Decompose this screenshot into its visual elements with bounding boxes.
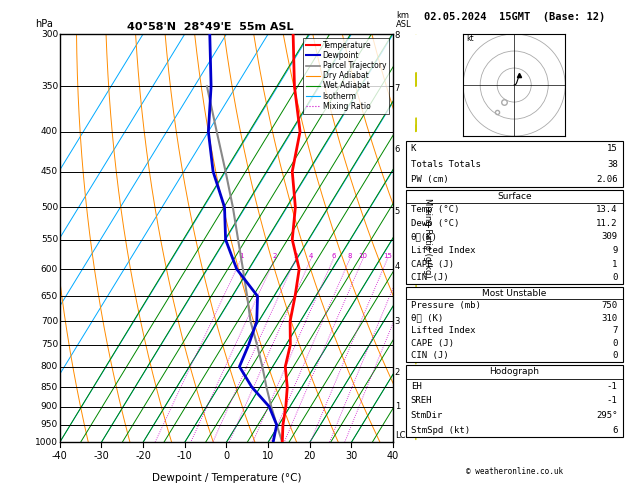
Text: 20: 20 — [401, 253, 410, 259]
Text: SREH: SREH — [411, 397, 432, 405]
Text: 11.2: 11.2 — [596, 219, 618, 228]
Text: Pressure (mb): Pressure (mb) — [411, 301, 481, 310]
Text: 800: 800 — [41, 362, 58, 371]
Text: 10: 10 — [359, 253, 367, 259]
Text: 850: 850 — [41, 382, 58, 392]
Text: 650: 650 — [41, 292, 58, 301]
Text: -30: -30 — [94, 451, 109, 461]
Text: Lifted Index: Lifted Index — [411, 326, 476, 335]
Text: CAPE (J): CAPE (J) — [411, 339, 454, 348]
Text: Dewpoint / Temperature (°C): Dewpoint / Temperature (°C) — [152, 473, 301, 483]
Text: LCL: LCL — [395, 431, 410, 439]
Text: Hodograph: Hodograph — [489, 367, 539, 376]
Text: 400: 400 — [41, 127, 58, 136]
Text: 13.4: 13.4 — [596, 206, 618, 214]
Text: 30: 30 — [345, 451, 357, 461]
Text: 8: 8 — [348, 253, 352, 259]
Text: EH: EH — [411, 382, 421, 391]
Text: 3: 3 — [395, 317, 400, 326]
Text: 1: 1 — [612, 260, 618, 268]
Text: 02.05.2024  15GMT  (Base: 12): 02.05.2024 15GMT (Base: 12) — [423, 12, 605, 22]
Text: 700: 700 — [41, 317, 58, 326]
Text: 5: 5 — [395, 207, 400, 216]
Text: 2: 2 — [273, 253, 277, 259]
Text: 4: 4 — [309, 253, 313, 259]
Text: km
ASL: km ASL — [396, 11, 412, 29]
Text: 4: 4 — [395, 262, 400, 271]
Text: Temp (°C): Temp (°C) — [411, 206, 459, 214]
Text: -20: -20 — [135, 451, 151, 461]
Text: CIN (J): CIN (J) — [411, 273, 448, 282]
Text: 295°: 295° — [596, 411, 618, 420]
Text: K: K — [411, 144, 416, 153]
Text: 309: 309 — [601, 232, 618, 242]
Text: PW (cm): PW (cm) — [411, 175, 448, 184]
Text: 350: 350 — [41, 82, 58, 91]
Text: 7: 7 — [395, 84, 400, 93]
Text: 38: 38 — [607, 159, 618, 169]
Text: CIN (J): CIN (J) — [411, 351, 448, 360]
Text: 1: 1 — [395, 402, 400, 411]
Title: 40°58'N  28°49'E  55m ASL: 40°58'N 28°49'E 55m ASL — [126, 22, 293, 32]
Text: -40: -40 — [52, 451, 68, 461]
Text: 600: 600 — [41, 264, 58, 274]
Text: 500: 500 — [41, 203, 58, 212]
Text: -1: -1 — [607, 382, 618, 391]
Text: 0: 0 — [612, 273, 618, 282]
Text: 25: 25 — [415, 253, 424, 259]
Text: 8: 8 — [395, 31, 400, 40]
Text: Surface: Surface — [497, 192, 532, 201]
Text: Totals Totals: Totals Totals — [411, 159, 481, 169]
Text: 900: 900 — [41, 402, 58, 411]
Text: θᴄ (K): θᴄ (K) — [411, 313, 443, 323]
Text: 1000: 1000 — [35, 438, 58, 447]
Text: CAPE (J): CAPE (J) — [411, 260, 454, 268]
Text: 6: 6 — [331, 253, 336, 259]
Text: -10: -10 — [177, 451, 192, 461]
Text: 750: 750 — [601, 301, 618, 310]
Text: kt: kt — [467, 34, 474, 43]
Text: 950: 950 — [41, 420, 58, 429]
Text: 2: 2 — [395, 368, 400, 377]
Text: Lifted Index: Lifted Index — [411, 246, 476, 255]
Text: © weatheronline.co.uk: © weatheronline.co.uk — [465, 467, 563, 476]
Text: 20: 20 — [304, 451, 316, 461]
Text: 1: 1 — [239, 253, 243, 259]
Text: hPa: hPa — [36, 19, 53, 29]
Text: 15: 15 — [607, 144, 618, 153]
Text: StmSpd (kt): StmSpd (kt) — [411, 426, 470, 434]
Legend: Temperature, Dewpoint, Parcel Trajectory, Dry Adiabat, Wet Adiabat, Isotherm, Mi: Temperature, Dewpoint, Parcel Trajectory… — [303, 38, 389, 114]
Text: 6: 6 — [395, 145, 400, 154]
Text: Dewp (°C): Dewp (°C) — [411, 219, 459, 228]
Text: 2.06: 2.06 — [596, 175, 618, 184]
Text: 9: 9 — [612, 246, 618, 255]
Text: 0: 0 — [223, 451, 230, 461]
Text: 3: 3 — [294, 253, 298, 259]
Text: 750: 750 — [41, 340, 58, 349]
Text: 40: 40 — [387, 451, 399, 461]
Text: 0: 0 — [612, 339, 618, 348]
Text: 300: 300 — [41, 30, 58, 38]
Text: 7: 7 — [612, 326, 618, 335]
Text: Mixing Ratio (g/kg): Mixing Ratio (g/kg) — [423, 198, 432, 278]
Text: Most Unstable: Most Unstable — [482, 289, 547, 297]
Text: 15: 15 — [383, 253, 392, 259]
Text: 0: 0 — [612, 351, 618, 360]
Text: θᴄ(K): θᴄ(K) — [411, 232, 438, 242]
Text: 550: 550 — [41, 235, 58, 244]
Text: 310: 310 — [601, 313, 618, 323]
Text: 450: 450 — [41, 167, 58, 176]
Text: StmDir: StmDir — [411, 411, 443, 420]
Text: -1: -1 — [607, 397, 618, 405]
Text: 6: 6 — [612, 426, 618, 434]
Text: 10: 10 — [262, 451, 274, 461]
